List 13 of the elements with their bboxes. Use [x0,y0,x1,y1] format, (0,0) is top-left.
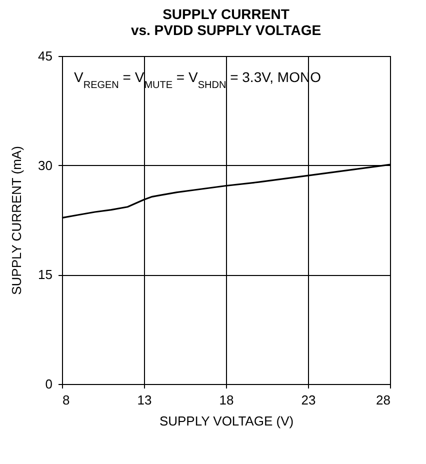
y-axis-title: SUPPLY CURRENT (mA) [9,146,24,295]
chart-subtitle: vs. PVDD SUPPLY VOLTAGE [130,22,322,38]
y-tick-label: 30 [38,158,52,173]
x-tick-label: 18 [219,392,234,408]
y-tick-label: 45 [38,48,52,64]
x-tick-label: 23 [301,392,316,408]
x-tick-label: 28 [376,392,390,408]
y-tick-label: 0 [45,376,52,392]
y-tick-label: 15 [38,267,52,282]
x-axis-title: SUPPLY VOLTAGE (V) [159,414,294,428]
x-tick-label: 8 [62,392,70,408]
chart-title: SUPPLY CURRENT [162,6,290,22]
x-tick-label: 13 [137,392,152,408]
